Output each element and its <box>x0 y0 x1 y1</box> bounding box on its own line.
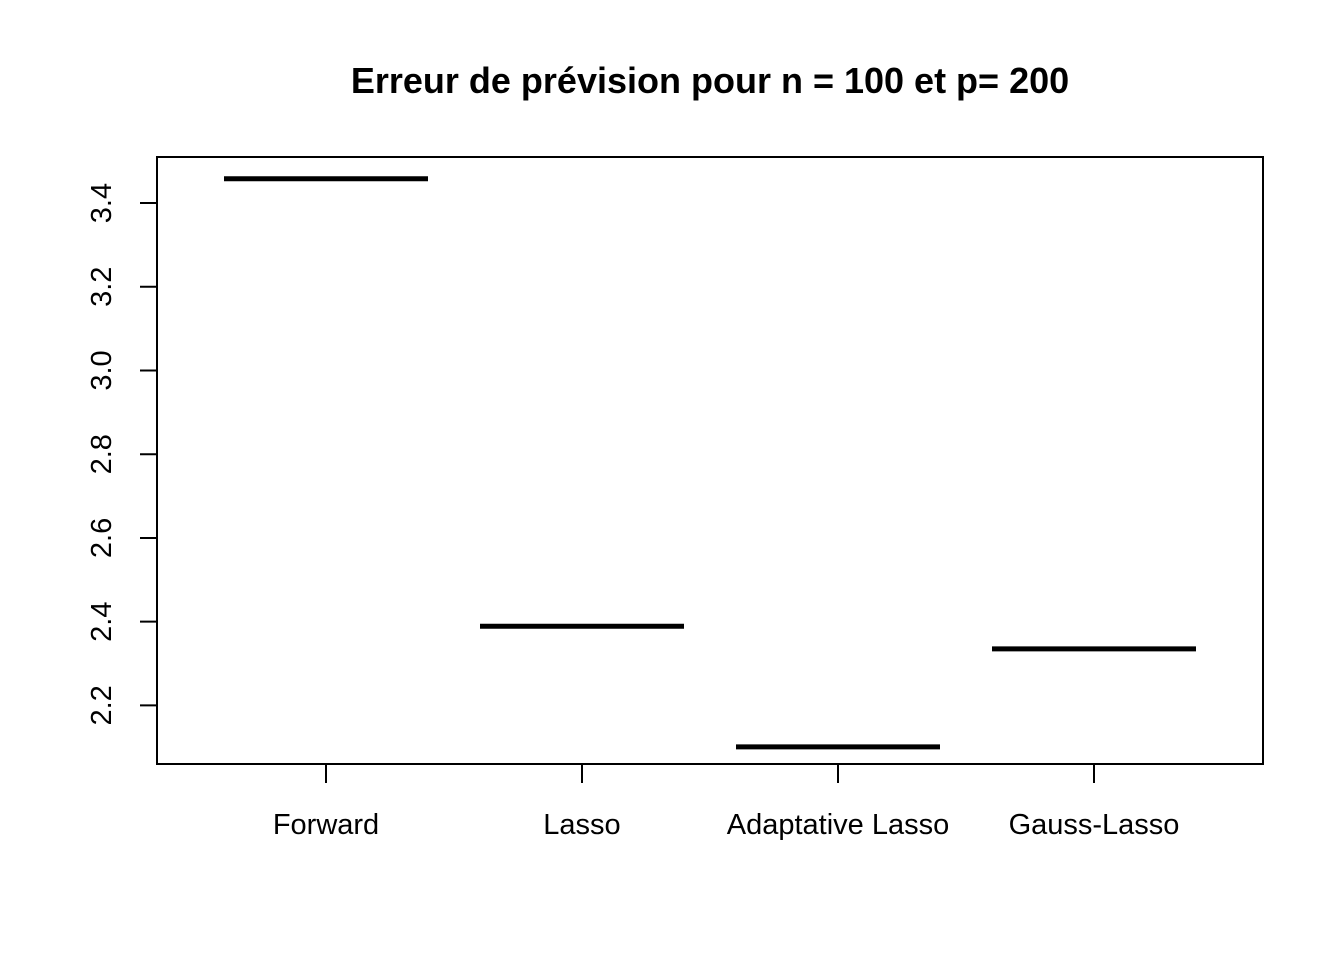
x-axis: Forward Lasso Adaptative Lasso Gauss-Lasso <box>273 764 1180 841</box>
x-tick-label: Forward <box>273 809 379 841</box>
y-tick-label: 2.8 <box>86 434 118 474</box>
data-marks <box>224 176 1196 750</box>
y-axis: 2.2 2.4 2.6 2.8 3.0 3.2 3.4 <box>86 183 158 726</box>
plot-frame <box>156 156 1264 765</box>
y-tick-label: 3.4 <box>86 183 118 223</box>
y-tick-label: 3.0 <box>86 350 118 390</box>
x-tick-label: Adaptative Lasso <box>727 809 949 841</box>
x-tick-label: Lasso <box>543 809 620 841</box>
y-tick-label: 2.6 <box>86 518 118 558</box>
y-tick-label: 2.2 <box>86 685 118 725</box>
x-tick-label: Gauss-Lasso <box>1009 809 1180 841</box>
chart-title: Erreur de prévision pour n = 100 et p= 2… <box>351 60 1069 101</box>
y-tick-label: 3.2 <box>86 267 118 307</box>
y-tick-label: 2.4 <box>86 602 118 642</box>
